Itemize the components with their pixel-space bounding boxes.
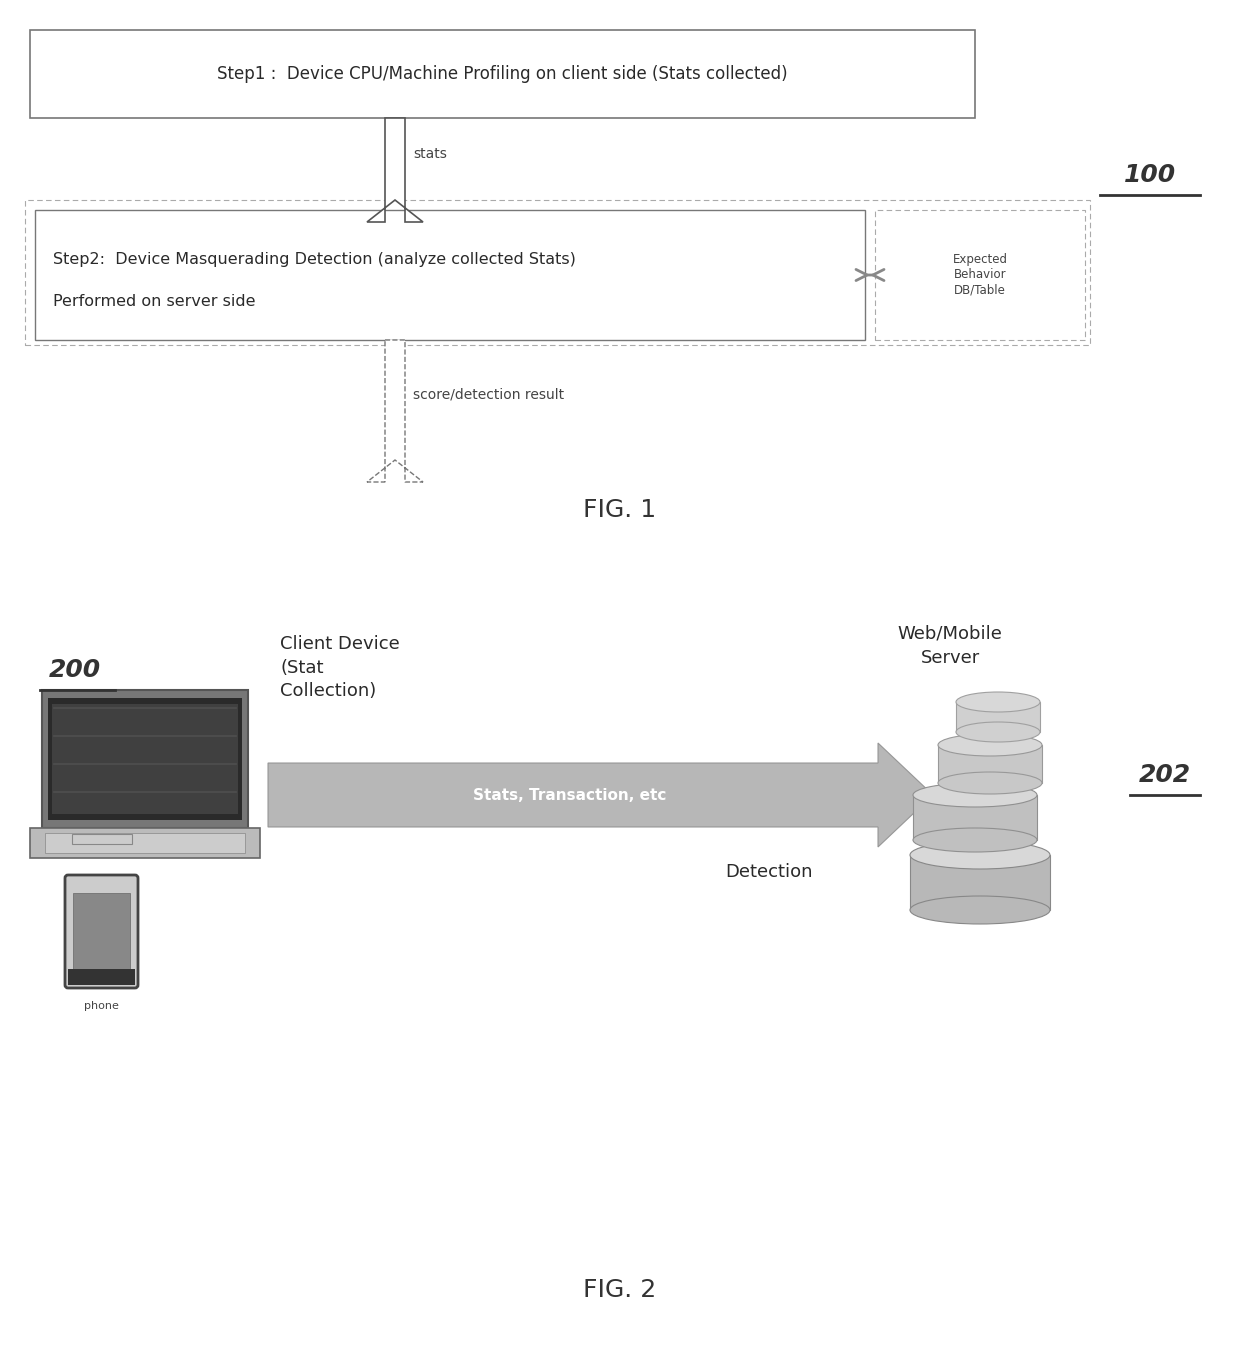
FancyBboxPatch shape — [30, 30, 975, 118]
Text: 200: 200 — [48, 658, 102, 682]
Polygon shape — [367, 118, 423, 222]
Polygon shape — [268, 743, 932, 847]
Text: 100: 100 — [1123, 163, 1176, 188]
FancyBboxPatch shape — [72, 834, 131, 845]
Text: FIG. 2: FIG. 2 — [583, 1279, 657, 1302]
FancyBboxPatch shape — [35, 209, 866, 340]
Ellipse shape — [956, 721, 1040, 742]
FancyBboxPatch shape — [64, 875, 138, 988]
FancyBboxPatch shape — [875, 209, 1085, 340]
FancyBboxPatch shape — [956, 702, 1040, 732]
Text: Expected
Behavior
DB/Table: Expected Behavior DB/Table — [952, 253, 1007, 297]
Text: phone: phone — [83, 1001, 119, 1010]
FancyBboxPatch shape — [73, 893, 130, 975]
Text: score/detection result: score/detection result — [413, 387, 564, 402]
Text: Client Device
(Stat
Collection): Client Device (Stat Collection) — [280, 635, 399, 700]
FancyBboxPatch shape — [30, 828, 260, 858]
FancyArrowPatch shape — [856, 270, 884, 281]
Text: 202: 202 — [1138, 763, 1192, 787]
FancyBboxPatch shape — [42, 690, 248, 828]
Text: stats: stats — [413, 146, 446, 162]
Ellipse shape — [937, 734, 1042, 756]
Text: Step1 :  Device CPU/Machine Profiling on client side (Stats collected): Step1 : Device CPU/Machine Profiling on … — [217, 64, 787, 84]
Text: FIG. 1: FIG. 1 — [584, 498, 656, 522]
FancyBboxPatch shape — [68, 969, 135, 986]
Text: Performed on server side: Performed on server side — [53, 293, 255, 308]
Polygon shape — [367, 340, 423, 482]
Text: Detection: Detection — [725, 862, 812, 882]
Text: Stats, Transaction, etc: Stats, Transaction, etc — [474, 787, 667, 802]
FancyBboxPatch shape — [937, 745, 1042, 783]
Ellipse shape — [913, 828, 1037, 852]
FancyBboxPatch shape — [48, 698, 242, 820]
FancyBboxPatch shape — [910, 856, 1050, 910]
Ellipse shape — [913, 783, 1037, 806]
FancyBboxPatch shape — [52, 704, 238, 815]
Ellipse shape — [956, 691, 1040, 712]
FancyBboxPatch shape — [45, 832, 246, 853]
Ellipse shape — [910, 841, 1050, 869]
Ellipse shape — [910, 895, 1050, 924]
Text: Web/Mobile
Server: Web/Mobile Server — [898, 626, 1002, 667]
Ellipse shape — [937, 772, 1042, 794]
FancyBboxPatch shape — [913, 795, 1037, 841]
Text: Step2:  Device Masquerading Detection (analyze collected Stats): Step2: Device Masquerading Detection (an… — [53, 252, 575, 267]
